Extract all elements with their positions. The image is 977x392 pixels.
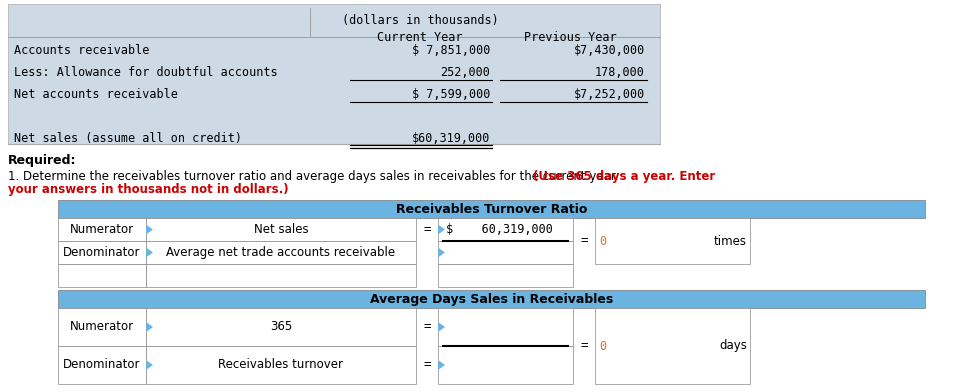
Text: 365: 365 [270, 321, 292, 334]
Text: Denominator: Denominator [64, 246, 141, 259]
Bar [438, 264, 573, 287]
Bar [146, 241, 416, 264]
Text: Receivables Turnover Ratio: Receivables Turnover Ratio [396, 203, 587, 216]
Bar [438, 241, 573, 264]
Text: your answers in thousands not in dollars.): your answers in thousands not in dollars… [8, 183, 288, 196]
Text: $    60,319,000: $ 60,319,000 [446, 223, 553, 236]
Polygon shape [146, 225, 153, 234]
Bar [146, 264, 416, 287]
Text: =: = [423, 359, 431, 372]
Polygon shape [438, 360, 445, 370]
Text: Current Year: Current Year [377, 31, 463, 44]
Text: =: = [423, 223, 431, 236]
Text: Less: Allowance for doubtful accounts: Less: Allowance for doubtful accounts [14, 65, 277, 78]
Text: Accounts receivable: Accounts receivable [14, 44, 149, 56]
Text: Required:: Required: [8, 154, 76, 167]
Bar [146, 346, 416, 384]
Bar [58, 308, 146, 346]
Polygon shape [438, 247, 445, 258]
Text: Net sales: Net sales [254, 223, 309, 236]
Text: =: = [580, 234, 588, 247]
Bar [595, 218, 750, 264]
Text: Net accounts receivable: Net accounts receivable [14, 87, 178, 100]
Bar [146, 218, 416, 241]
Text: Numerator: Numerator [70, 321, 134, 334]
Bar [58, 218, 146, 241]
Text: (dollars in thousands): (dollars in thousands) [342, 14, 498, 27]
Text: (Use 365 days a year. Enter: (Use 365 days a year. Enter [533, 170, 715, 183]
Text: Average net trade accounts receivable: Average net trade accounts receivable [166, 246, 396, 259]
Text: 1. Determine the receivables turnover ratio and average days sales in receivable: 1. Determine the receivables turnover ra… [8, 170, 622, 183]
Bar [8, 4, 660, 144]
Text: $60,319,000: $60,319,000 [411, 131, 490, 145]
Bar [595, 308, 750, 384]
Text: 0: 0 [599, 339, 606, 352]
Text: Receivables turnover: Receivables turnover [219, 359, 344, 372]
Polygon shape [146, 322, 153, 332]
Text: 252,000: 252,000 [440, 65, 490, 78]
Text: times: times [714, 234, 747, 247]
Bar [58, 264, 146, 287]
Bar [58, 200, 925, 218]
Bar [58, 290, 925, 308]
Text: 178,000: 178,000 [595, 65, 645, 78]
Bar [438, 308, 573, 346]
Polygon shape [146, 247, 153, 258]
Text: Denominator: Denominator [64, 359, 141, 372]
Bar [58, 241, 146, 264]
Bar [58, 346, 146, 384]
Text: Net sales (assume all on credit): Net sales (assume all on credit) [14, 131, 242, 145]
Text: $ 7,599,000: $ 7,599,000 [411, 87, 490, 100]
Text: Numerator: Numerator [70, 223, 134, 236]
Bar [146, 308, 416, 346]
Polygon shape [438, 322, 445, 332]
Text: =: = [423, 321, 431, 334]
Bar [438, 218, 573, 241]
Polygon shape [146, 360, 153, 370]
Text: $7,252,000: $7,252,000 [573, 87, 645, 100]
Text: $7,430,000: $7,430,000 [573, 44, 645, 56]
Text: days: days [719, 339, 747, 352]
Text: Previous Year: Previous Year [524, 31, 616, 44]
Text: 0: 0 [599, 234, 606, 247]
Text: =: = [580, 339, 588, 352]
Text: $ 7,851,000: $ 7,851,000 [411, 44, 490, 56]
Text: Average Days Sales in Receivables: Average Days Sales in Receivables [370, 292, 614, 305]
Polygon shape [438, 225, 445, 234]
Bar [438, 346, 573, 384]
